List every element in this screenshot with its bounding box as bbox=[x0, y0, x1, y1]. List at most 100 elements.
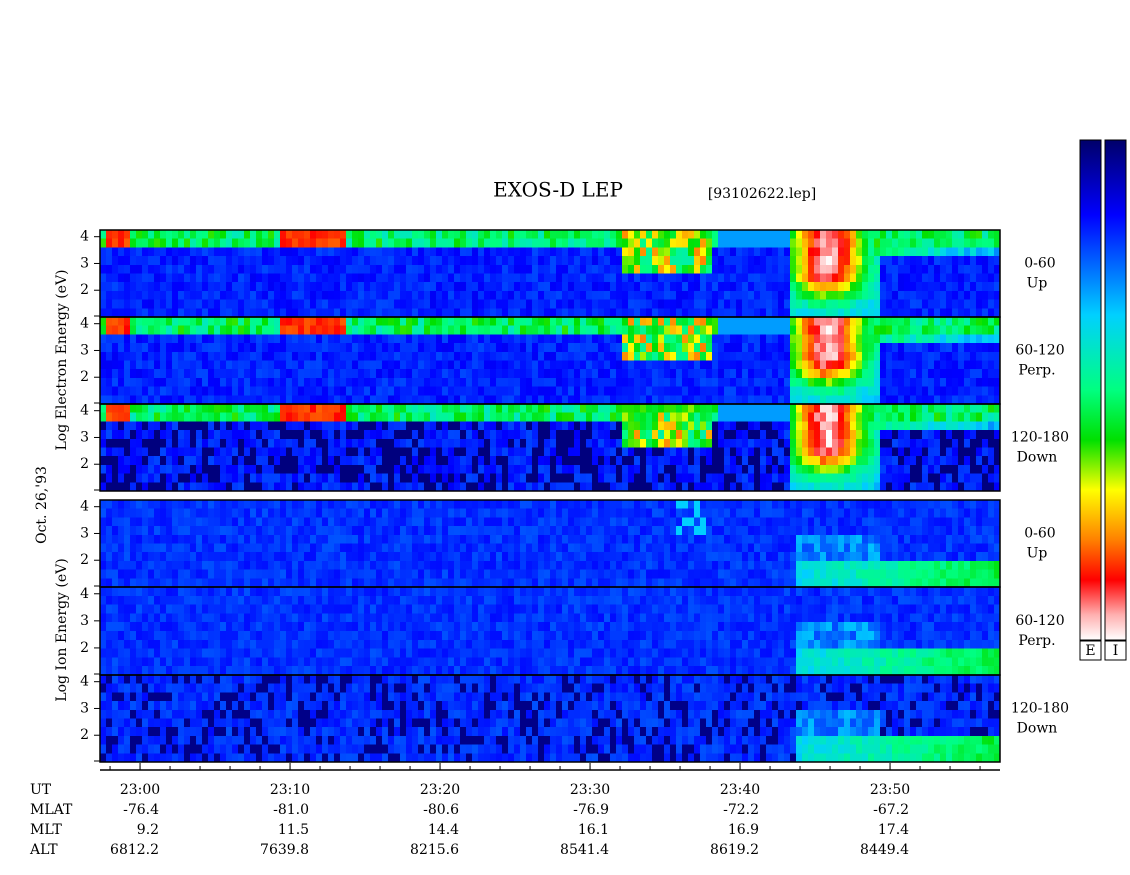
spectrogram-cell bbox=[658, 308, 665, 318]
spectrogram-cell bbox=[448, 377, 455, 388]
spectrogram-cell bbox=[184, 282, 191, 292]
spectrogram-cell bbox=[982, 412, 989, 422]
spectrogram-cell bbox=[142, 421, 149, 431]
spectrogram-cell bbox=[898, 247, 905, 257]
spectrogram-cell bbox=[958, 325, 965, 335]
spectrogram-cell bbox=[484, 299, 491, 309]
spectrogram-cell bbox=[766, 438, 773, 448]
spectrogram-cell bbox=[976, 377, 983, 388]
spectrogram-cell bbox=[790, 386, 797, 396]
spectrogram-cell bbox=[196, 508, 203, 518]
spectrogram-cell bbox=[268, 560, 275, 571]
spectrogram-cell bbox=[970, 464, 977, 475]
spectrogram-cell bbox=[364, 438, 371, 448]
spectrogram-cell bbox=[220, 456, 227, 466]
spectrogram-cell bbox=[664, 447, 671, 457]
spectrogram-cell bbox=[118, 247, 125, 257]
spectrogram-cell bbox=[460, 282, 467, 292]
spectrogram-cell bbox=[148, 526, 155, 536]
spectrogram-cell bbox=[334, 500, 341, 510]
spectrogram-cell bbox=[700, 473, 707, 483]
spectrogram-cell bbox=[844, 343, 851, 353]
spectrogram-cell bbox=[844, 404, 851, 414]
spectrogram-cell bbox=[856, 299, 863, 309]
spectrogram-cell bbox=[634, 464, 641, 475]
spectrogram-cell bbox=[676, 447, 683, 457]
spectrogram-cell bbox=[790, 343, 797, 353]
spectrogram-cell bbox=[496, 473, 503, 483]
spectrogram-cell bbox=[430, 256, 437, 266]
spectrogram-cell bbox=[874, 395, 881, 405]
spectrogram-cell bbox=[280, 360, 287, 370]
spectrogram-cell bbox=[562, 282, 569, 292]
spectrogram-cell bbox=[316, 273, 323, 283]
spectrogram-cell bbox=[298, 377, 305, 388]
spectrogram-cell bbox=[148, 412, 155, 422]
spectrogram-cell bbox=[610, 404, 617, 414]
spectrogram-cell bbox=[544, 421, 551, 431]
spectrogram-cell bbox=[310, 552, 317, 562]
spectrogram-cell bbox=[442, 299, 449, 309]
spectrogram-cell bbox=[376, 230, 383, 240]
spectrogram-cell bbox=[364, 430, 371, 440]
spectrogram-cell bbox=[622, 299, 629, 309]
spectrogram-cell bbox=[700, 421, 707, 431]
spectrogram-cell bbox=[484, 473, 491, 483]
spectrogram-cell bbox=[292, 569, 299, 579]
spectrogram-cell bbox=[784, 325, 791, 335]
spectrogram-cell bbox=[328, 343, 335, 353]
spectrogram-cell bbox=[328, 317, 335, 327]
spectrogram-cell bbox=[100, 508, 107, 518]
spectrogram-cell bbox=[820, 438, 827, 448]
spectrogram-cell bbox=[724, 473, 731, 483]
spectrogram-cell bbox=[160, 438, 167, 448]
spectrogram-cell bbox=[394, 264, 401, 274]
spectrogram-cell bbox=[622, 256, 629, 266]
spectrogram-cell bbox=[346, 464, 353, 475]
spectrogram-cell bbox=[100, 282, 107, 292]
spectrogram-cell bbox=[148, 404, 155, 414]
spectrogram-cell bbox=[424, 247, 431, 257]
spectrogram-cell bbox=[496, 438, 503, 448]
spectrogram-cell bbox=[286, 430, 293, 440]
spectrogram-cell bbox=[802, 264, 809, 274]
spectrogram-cell bbox=[178, 273, 185, 283]
spectrogram-cell bbox=[598, 473, 605, 483]
spectrogram-cell bbox=[700, 351, 707, 361]
spectrogram-cell bbox=[238, 386, 245, 396]
spectrogram-cell bbox=[142, 412, 149, 422]
spectrogram-cell bbox=[736, 386, 743, 396]
spectrogram-cell bbox=[316, 290, 323, 301]
spectrogram-cell bbox=[688, 447, 695, 457]
spectrogram-cell bbox=[286, 534, 293, 544]
spectrogram-cell bbox=[376, 308, 383, 318]
spectrogram-cell bbox=[436, 412, 443, 422]
spectrogram-cell bbox=[436, 238, 443, 248]
spectrogram-cell bbox=[568, 438, 575, 448]
spectrogram-cell bbox=[874, 343, 881, 353]
spectrogram-cell bbox=[220, 517, 227, 527]
spectrogram-cell bbox=[340, 360, 347, 370]
spectrogram-cell bbox=[538, 282, 545, 292]
spectrogram-cell bbox=[700, 282, 707, 292]
spectrogram-cell bbox=[766, 256, 773, 266]
spectrogram-cell bbox=[670, 256, 677, 266]
spectrogram-cell bbox=[244, 334, 251, 344]
spectrogram-cell bbox=[598, 256, 605, 266]
spectrogram-cell bbox=[748, 377, 755, 388]
spectrogram-cell bbox=[862, 456, 869, 466]
spectrogram-cell bbox=[196, 473, 203, 483]
spectrogram-cell bbox=[262, 526, 269, 536]
spectrogram-cell bbox=[268, 317, 275, 327]
spectrogram-cell bbox=[850, 438, 857, 448]
spectrogram-cell bbox=[130, 447, 137, 457]
spectrogram-cell bbox=[916, 308, 923, 318]
spectrogram-cell bbox=[244, 377, 251, 388]
spectrogram-cell bbox=[316, 456, 323, 466]
spectrogram-cell bbox=[886, 299, 893, 309]
spectrogram-cell bbox=[916, 473, 923, 483]
spectrogram-cell bbox=[556, 447, 563, 457]
spectrogram-cell bbox=[208, 552, 215, 562]
spectrogram-cell bbox=[604, 299, 611, 309]
spectrogram-cell bbox=[916, 421, 923, 431]
